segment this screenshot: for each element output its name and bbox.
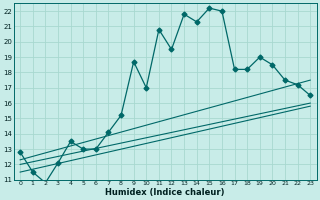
- X-axis label: Humidex (Indice chaleur): Humidex (Indice chaleur): [106, 188, 225, 197]
